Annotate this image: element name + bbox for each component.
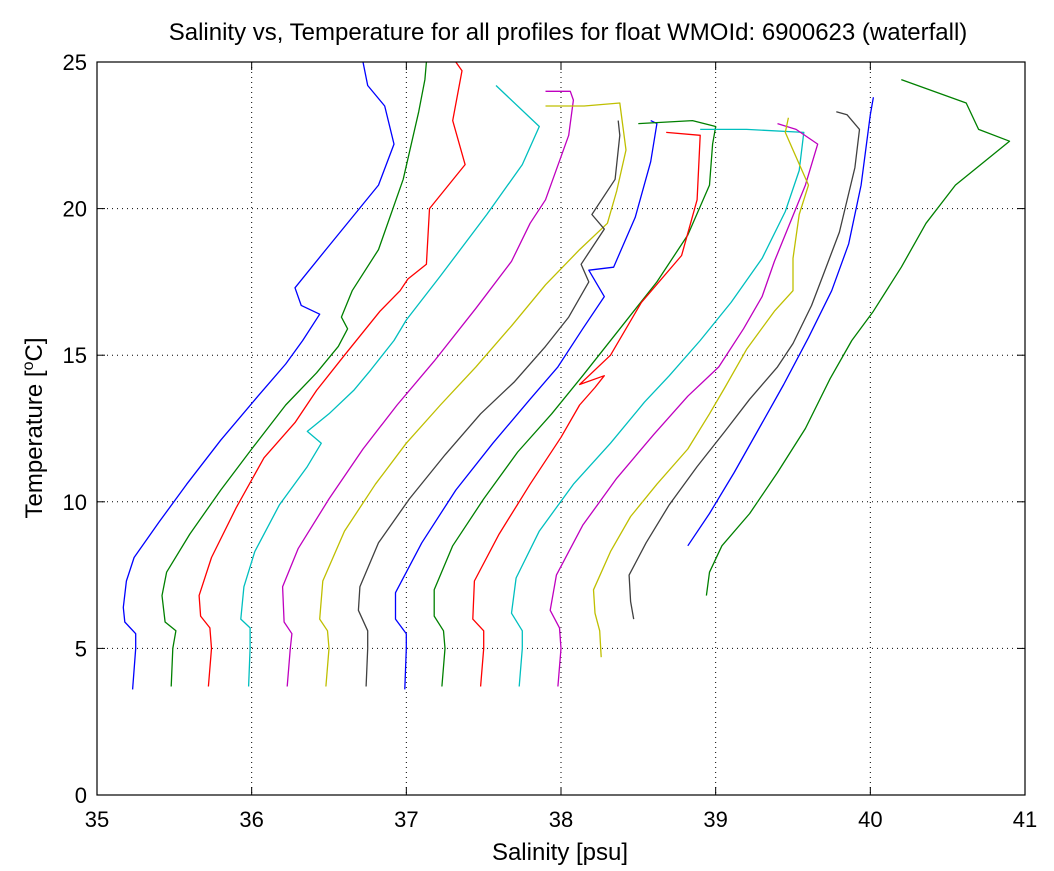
y-tick-label: 20 — [63, 197, 87, 222]
x-tick-label: 40 — [858, 807, 882, 832]
profile-line-13 — [592, 117, 810, 658]
profile-line-9 — [433, 119, 717, 687]
profile-line-4 — [240, 85, 540, 687]
y-axis-title-superscript: o — [20, 361, 37, 370]
profile-line-3 — [198, 61, 466, 687]
x-tick-label: 41 — [1013, 807, 1037, 832]
profile-line-6 — [319, 102, 627, 687]
grid — [97, 62, 1025, 795]
x-tick-label: 35 — [85, 807, 109, 832]
x-tick-label: 39 — [703, 807, 727, 832]
profile-line-8 — [394, 120, 658, 690]
profile-line-15 — [687, 97, 875, 547]
profile-line-10 — [472, 131, 701, 687]
y-tick-label: 0 — [75, 783, 87, 808]
y-tick-label: 15 — [63, 343, 87, 368]
profile-line-12 — [549, 122, 819, 687]
x-axis-title: Salinity [psu] — [492, 839, 628, 866]
y-axis-title-main: Temperature [ — [21, 370, 48, 518]
profile-line-16 — [705, 78, 1011, 596]
profile-line-11 — [510, 128, 805, 687]
x-tick-label: 37 — [394, 807, 418, 832]
y-tick-label: 5 — [75, 636, 87, 661]
profile-line-5 — [281, 90, 575, 687]
y-tick-label: 10 — [63, 490, 87, 515]
profile-line-7 — [357, 120, 621, 687]
y-tick-label: 25 — [63, 50, 87, 75]
series-group — [122, 61, 1011, 690]
chart-title: Salinity vs, Temperature for all profile… — [169, 19, 968, 46]
profile-line-2 — [161, 61, 428, 687]
profile-line-14 — [628, 111, 861, 620]
x-tick-label: 38 — [549, 807, 573, 832]
x-tick-label: 36 — [239, 807, 263, 832]
ticks: 35 36 37 38 39 40 41 0 5 10 15 20 25 — [63, 50, 1038, 832]
y-axis-title: Temperature [oC] — [20, 338, 48, 519]
profile-line-1 — [122, 61, 395, 690]
y-axis-title-end: C] — [21, 338, 48, 362]
